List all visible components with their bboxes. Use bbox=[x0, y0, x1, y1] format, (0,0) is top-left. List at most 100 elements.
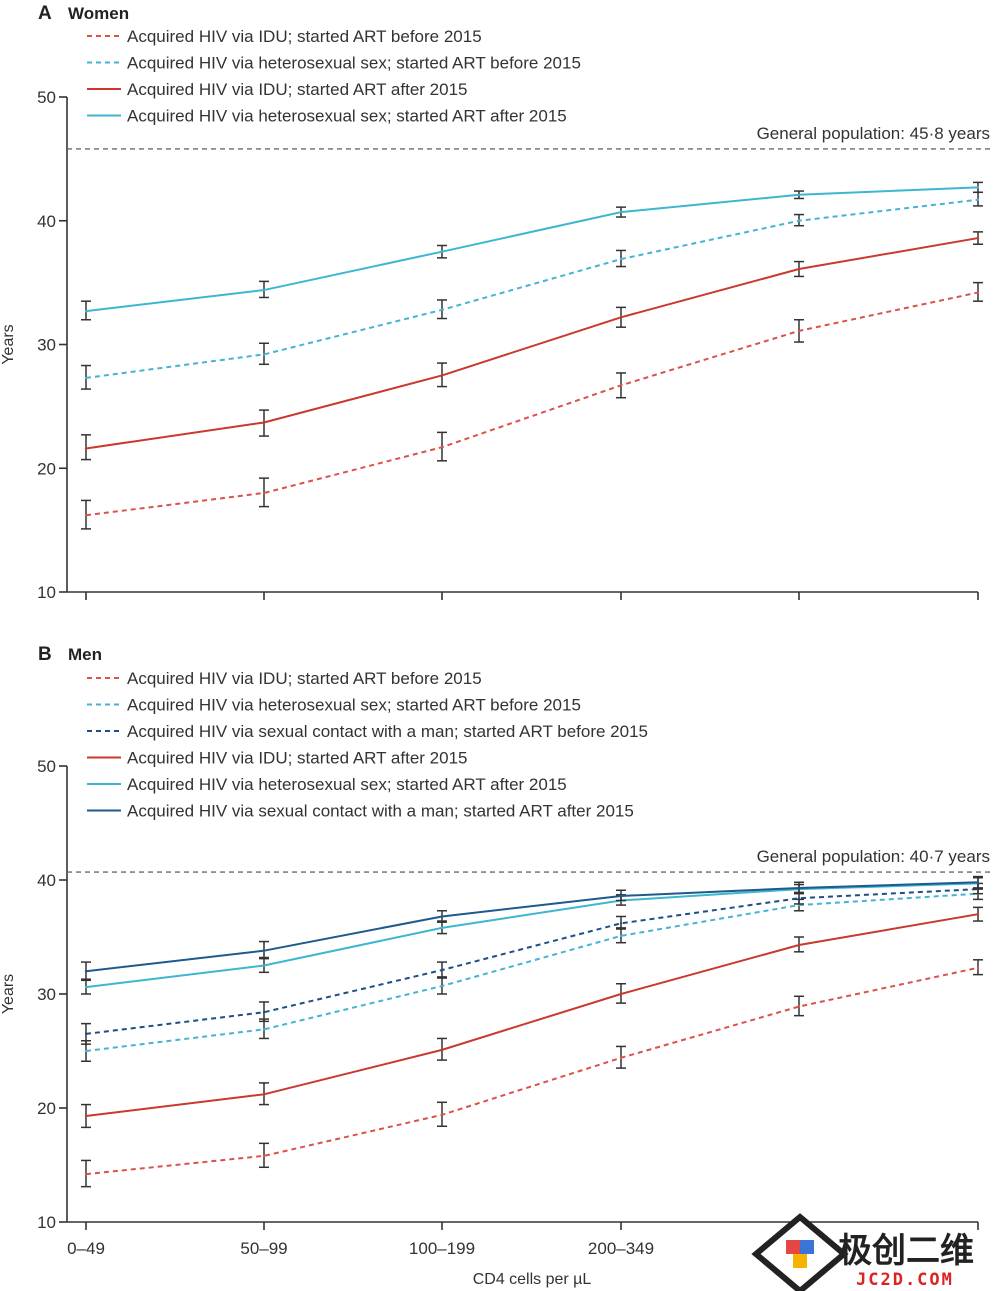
panel-letter: B bbox=[38, 644, 52, 665]
x-tick-label: 50–99 bbox=[240, 1239, 287, 1258]
data-point bbox=[976, 186, 980, 189]
series-line bbox=[85, 237, 979, 450]
data-point bbox=[262, 1093, 266, 1096]
data-point bbox=[262, 421, 266, 424]
data-point bbox=[262, 288, 266, 292]
data-point bbox=[440, 915, 444, 918]
data-point bbox=[84, 514, 88, 517]
data-point bbox=[797, 219, 801, 222]
legend-entry: Acquired HIV via IDU; started ART before… bbox=[127, 27, 482, 46]
data-point bbox=[262, 353, 266, 356]
watermark-url: JC2D.COM bbox=[856, 1270, 954, 1290]
data-point bbox=[440, 926, 444, 930]
data-point bbox=[797, 886, 801, 890]
data-point bbox=[262, 1011, 266, 1014]
y-tick-label: 20 bbox=[37, 1099, 56, 1118]
data-point bbox=[976, 913, 980, 916]
data-point bbox=[84, 1032, 88, 1036]
data-point bbox=[262, 1028, 266, 1031]
panel-title: Women bbox=[68, 4, 129, 23]
legend-entry: Acquired HIV via heterosexual sex; start… bbox=[127, 696, 581, 715]
data-point bbox=[262, 491, 266, 495]
legend-entry: Acquired HIV via IDU; started ART after … bbox=[127, 80, 467, 99]
reference-label: General population: 45·8 years bbox=[757, 124, 990, 143]
y-tick-label: 10 bbox=[37, 583, 56, 602]
data-point bbox=[440, 250, 444, 253]
series-line bbox=[85, 966, 979, 1176]
x-axis-label: CD4 cells per µL bbox=[473, 1271, 592, 1288]
data-point bbox=[262, 964, 266, 967]
data-point bbox=[84, 1172, 88, 1176]
data-point bbox=[797, 193, 801, 196]
data-point bbox=[976, 198, 980, 201]
data-point bbox=[976, 966, 980, 969]
data-point bbox=[619, 210, 623, 214]
series-line bbox=[85, 882, 979, 989]
legend-entry: Acquired HIV via heterosexual sex; start… bbox=[127, 54, 581, 73]
y-tick-label: 30 bbox=[37, 985, 56, 1004]
data-point bbox=[619, 922, 623, 925]
data-point bbox=[797, 897, 801, 900]
data-point bbox=[440, 446, 444, 449]
watermark-logo: 极创二维 JC2D.COM bbox=[751, 1213, 974, 1291]
data-point bbox=[84, 376, 88, 380]
panel-a-women: A Women Acquired HIV via IDU; started ART … bbox=[0, 3, 992, 602]
series-line bbox=[85, 913, 979, 1117]
data-point bbox=[262, 949, 266, 952]
series-line bbox=[85, 291, 979, 517]
series-line bbox=[85, 881, 979, 973]
logo-cube-yellow bbox=[793, 1254, 807, 1268]
data-point bbox=[976, 881, 980, 884]
data-point bbox=[619, 384, 623, 387]
data-point bbox=[619, 934, 623, 938]
y-tick-label: 20 bbox=[37, 459, 56, 478]
series-line bbox=[85, 186, 979, 313]
reference-label: General population: 40·7 years bbox=[757, 847, 990, 866]
x-tick-label: 100–199 bbox=[409, 1239, 475, 1258]
y-tick-label: 30 bbox=[37, 336, 56, 355]
watermark-brand: 极创二维 bbox=[838, 1231, 974, 1271]
data-point bbox=[619, 257, 623, 261]
x-tick-label: 200–349 bbox=[588, 1239, 654, 1258]
data-point bbox=[84, 309, 88, 313]
y-tick-label: 50 bbox=[37, 88, 56, 107]
panel-letter: A bbox=[38, 3, 52, 24]
data-point bbox=[976, 236, 980, 240]
data-point bbox=[797, 1005, 801, 1008]
panel-b-men: B Men Acquired HIV via IDU; started ART be… bbox=[0, 644, 992, 1258]
y-tick-label: 40 bbox=[37, 871, 56, 890]
series-line bbox=[85, 888, 979, 1035]
y-tick-label: 10 bbox=[37, 1213, 56, 1232]
data-point bbox=[440, 374, 444, 377]
y-tick-label: 40 bbox=[37, 212, 56, 231]
data-point bbox=[619, 316, 623, 319]
data-point bbox=[440, 308, 444, 312]
logo-cube-blue bbox=[800, 1240, 814, 1254]
legend-entry: Acquired HIV via sexual contact with a m… bbox=[127, 802, 634, 821]
x-tick-label: 0–49 bbox=[67, 1239, 105, 1258]
y-axis-label: Years bbox=[0, 974, 17, 1014]
data-point bbox=[84, 970, 88, 973]
legend-entry: Acquired HIV via IDU; started ART before… bbox=[127, 669, 482, 688]
data-point bbox=[619, 1056, 623, 1060]
data-point bbox=[797, 267, 801, 271]
data-point bbox=[976, 291, 980, 294]
panel-title: Men bbox=[68, 645, 102, 664]
y-tick-label: 50 bbox=[37, 757, 56, 776]
y-axis-label: Years bbox=[0, 324, 17, 364]
data-point bbox=[84, 1049, 88, 1053]
data-point bbox=[440, 1113, 444, 1117]
series-line bbox=[85, 892, 979, 1052]
data-point bbox=[619, 894, 623, 898]
series-line bbox=[85, 198, 979, 379]
logo-cube-red bbox=[786, 1240, 800, 1254]
data-point bbox=[84, 1114, 88, 1118]
data-point bbox=[84, 985, 88, 989]
data-point bbox=[440, 1048, 444, 1052]
data-point bbox=[797, 329, 801, 333]
legend-entry: Acquired HIV via sexual contact with a m… bbox=[127, 722, 648, 741]
legend-entry: Acquired HIV via heterosexual sex; start… bbox=[127, 775, 567, 794]
data-point bbox=[797, 943, 801, 947]
legend-entry: Acquired HIV via heterosexual sex; start… bbox=[127, 107, 567, 126]
